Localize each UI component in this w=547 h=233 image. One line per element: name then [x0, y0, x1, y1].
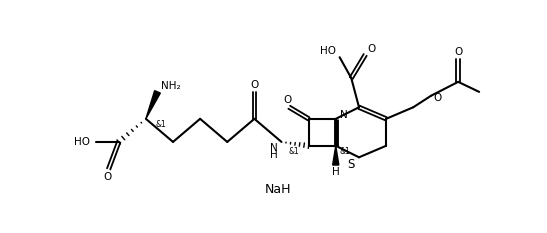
- Text: &1: &1: [155, 120, 166, 130]
- Text: N: N: [340, 110, 347, 120]
- Text: O: O: [433, 93, 441, 103]
- Text: HO: HO: [320, 46, 336, 56]
- Polygon shape: [146, 91, 160, 119]
- Text: O: O: [104, 171, 112, 182]
- Text: O: O: [368, 44, 376, 54]
- Text: S: S: [348, 158, 355, 171]
- Text: HO: HO: [74, 137, 90, 147]
- Text: O: O: [283, 95, 292, 105]
- Text: NaH: NaH: [264, 183, 291, 196]
- Text: O: O: [250, 80, 259, 90]
- Text: NH₂: NH₂: [161, 81, 181, 91]
- Text: O: O: [454, 47, 462, 57]
- Polygon shape: [333, 146, 339, 165]
- Text: N: N: [270, 143, 278, 153]
- Text: &1: &1: [340, 147, 351, 156]
- Text: H: H: [270, 150, 278, 160]
- Text: &1: &1: [289, 147, 299, 156]
- Text: H: H: [332, 167, 340, 177]
